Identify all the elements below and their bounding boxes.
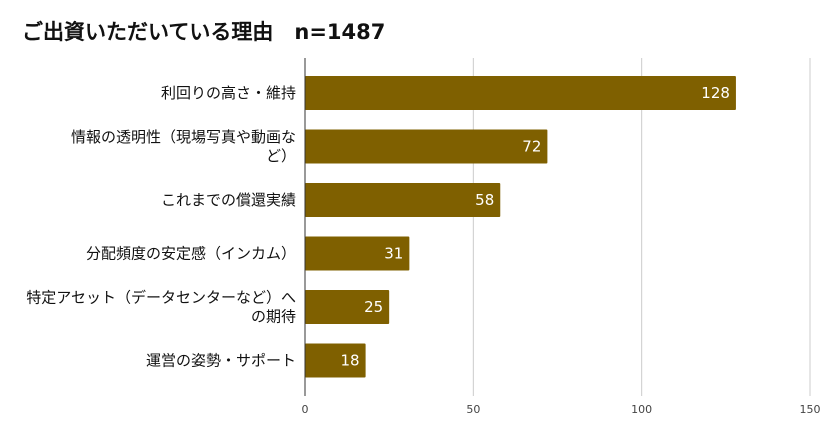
x-tick-label: 50 (466, 403, 480, 416)
bar (305, 183, 501, 217)
x-tick-label: 0 (302, 403, 309, 416)
category-label-line: これまでの償還実績 (161, 191, 296, 209)
x-axis-ticks: 0 50 100 150 (302, 403, 821, 416)
bars: 128 72 58 31 25 18 (305, 76, 736, 378)
bar-value-label: 25 (364, 298, 383, 316)
bar-value-label: 18 (341, 352, 360, 370)
bar (305, 76, 736, 110)
bar-value-label: 58 (475, 191, 494, 209)
bar (305, 129, 548, 164)
category-label-line: 特定アセット（データセンターなど）へ (26, 289, 296, 307)
bar (305, 236, 410, 271)
category-label: 分配頻度の安定感（インカム） (86, 245, 296, 263)
category-label: 情報の透明性（現場写真や動画など） (71, 128, 296, 165)
category-label: 利回りの高さ・維持 (161, 84, 296, 102)
bar (305, 343, 366, 378)
category-label-line: 分配頻度の安定感（インカム） (86, 245, 296, 263)
bar-value-label: 128 (701, 84, 730, 102)
category-label: これまでの償還実績 (161, 191, 296, 209)
chart-title: ご出資いただいている理由 n=1487 (22, 20, 386, 44)
x-tick-label: 150 (800, 403, 821, 416)
category-label-line: 情報の透明性（現場写真や動画な (71, 128, 296, 146)
category-label-line: の期待 (251, 308, 296, 326)
category-label-line: ど） (266, 147, 296, 165)
category-label-line: 利回りの高さ・維持 (161, 84, 296, 102)
category-label: 運営の姿勢・サポート (146, 352, 296, 370)
category-label: 特定アセット（データセンターなど）への期待 (26, 289, 296, 326)
category-label-line: 運営の姿勢・サポート (146, 352, 296, 370)
x-tick-label: 100 (631, 403, 652, 416)
bar (305, 290, 390, 324)
bar-value-label: 72 (522, 138, 541, 156)
gridlines (472, 58, 811, 396)
bar-value-label: 31 (384, 245, 403, 263)
